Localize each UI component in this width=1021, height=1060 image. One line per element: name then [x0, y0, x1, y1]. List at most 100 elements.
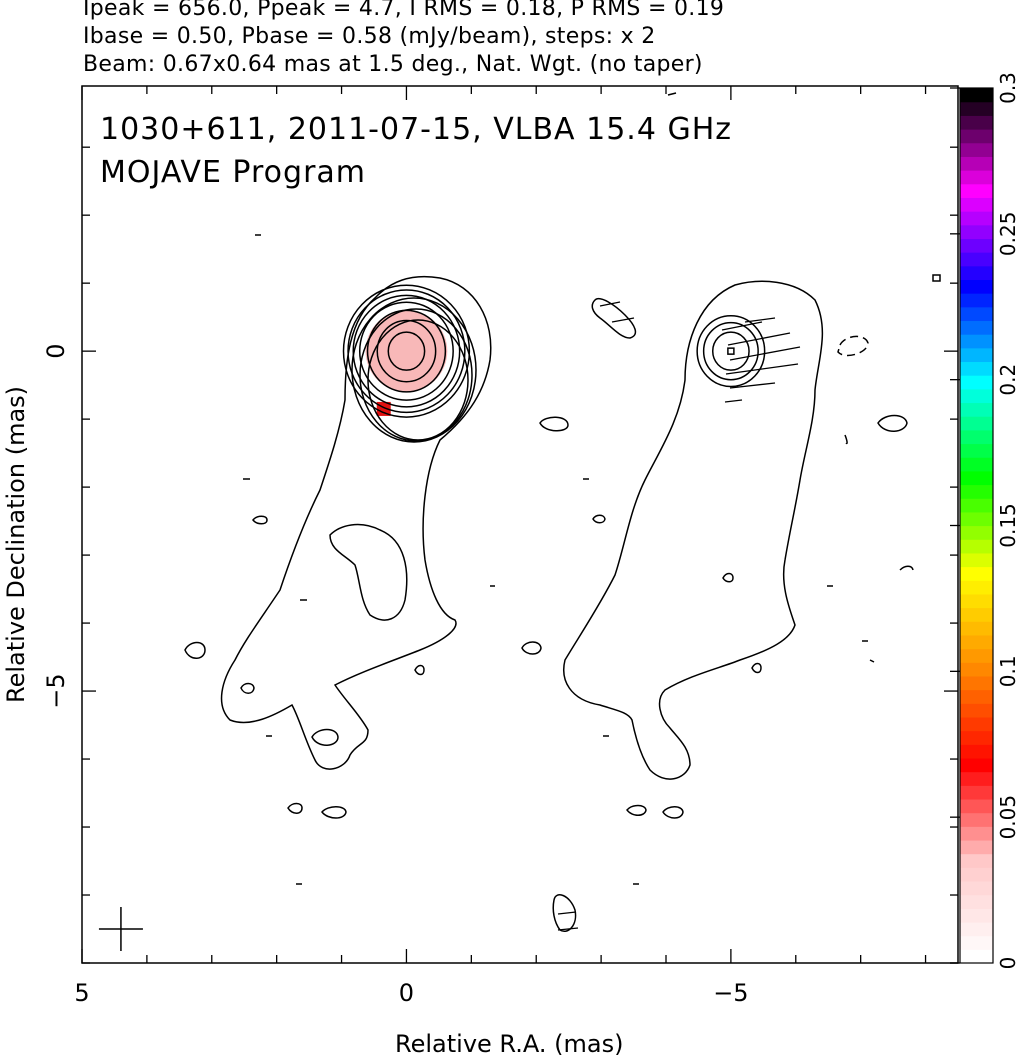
y-axis-label: Relative Declination (mas) [2, 385, 30, 703]
colorbar-segment [960, 785, 993, 800]
right-blob-12 [932, 274, 941, 282]
core-contour-ring [702, 321, 759, 381]
right-blob-18 [869, 659, 875, 663]
colorbar-segment [960, 347, 993, 363]
colorbar-segment [960, 580, 993, 595]
colorbar-segment [960, 634, 993, 650]
colorbar-segment [960, 279, 993, 294]
core-contour-ring [376, 319, 437, 383]
right-blob-3 [877, 414, 908, 432]
right-panel-contours [521, 92, 941, 932]
colorbar-segment [960, 101, 993, 116]
colorbar-segment [960, 566, 993, 581]
plot-frame [81, 85, 959, 964]
colorbar-segment [960, 894, 993, 909]
colorbar-segment [960, 334, 993, 349]
colorbar-segment [960, 812, 993, 827]
colorbar-tick-label: 0.3 [996, 72, 1020, 104]
jet-inner-contour [329, 523, 408, 621]
blob-left-5 [252, 515, 268, 525]
colorbar-segment [960, 252, 993, 267]
evpa-vector [729, 346, 801, 361]
colorbar-segment [960, 853, 993, 868]
colorbar-segment [960, 238, 993, 253]
evpa-vector [725, 363, 799, 375]
axis-ticks: 5 0 −5 0 −5 [42, 86, 958, 1007]
colorbar-segment [960, 539, 993, 554]
colorbar-segment [960, 498, 993, 513]
colorbar-segment [960, 183, 993, 198]
colorbar-segment [960, 88, 993, 103]
colorbar-segment [960, 730, 993, 745]
polarization-core-fill [365, 310, 448, 393]
colorbar-segment [960, 293, 993, 308]
colorbar-segment [960, 703, 993, 718]
y-tick-label: −5 [42, 673, 70, 708]
blob-left-2 [311, 728, 339, 746]
blob-left-1 [184, 641, 206, 659]
colorbar-tick-label: 0.2 [996, 364, 1020, 396]
colorbar-segment [960, 484, 993, 499]
colorbar-segment [960, 880, 993, 896]
colorbar-segment [960, 470, 993, 486]
x-axis-label: Relative R.A. (mas) [395, 1030, 624, 1058]
x-tick-label: 5 [74, 979, 89, 1007]
right-blob-6 [722, 572, 734, 583]
right-blob-10 [552, 894, 577, 932]
colorbar-segment [960, 265, 993, 281]
core-contour-ring [358, 301, 454, 401]
colorbar-segment [960, 429, 993, 445]
colorbar-segment [960, 552, 993, 568]
colorbar-tick-label: 0.1 [996, 655, 1020, 687]
colorbar-segment [960, 211, 993, 226]
colorbar-segment [960, 129, 993, 144]
evpa-vector [557, 927, 579, 931]
evpa-vector [729, 382, 776, 389]
blob-left-6 [240, 682, 255, 694]
right-core-peak [727, 347, 735, 355]
colorbar-tick-label: 0.15 [996, 503, 1020, 548]
colorbar-segment [960, 621, 993, 636]
left-core-rings [342, 284, 471, 418]
evpa-vector [557, 911, 577, 915]
colorbar-segment [960, 935, 993, 950]
right-blob-20 [667, 92, 677, 96]
core-contour-ring [696, 315, 766, 388]
colorbar-segment [960, 511, 993, 527]
colorbar-segment [960, 826, 993, 841]
evpa-vector [744, 317, 776, 323]
y-tick-label: 0 [42, 343, 70, 358]
colorbar-segment [960, 156, 993, 171]
colorbar-segment [960, 716, 993, 732]
right-blob-2 [539, 416, 569, 432]
right-blob-9 [662, 806, 684, 819]
x-tick-label: −5 [713, 979, 748, 1007]
colorbar-segment [960, 908, 993, 923]
colorbar-segment [960, 224, 993, 239]
colorbar-segment [960, 115, 993, 130]
colorbar-tick-label: 0 [996, 957, 1020, 970]
evpa-vector [727, 332, 791, 346]
blob-left-3 [287, 802, 303, 814]
core-contour-ring [347, 289, 466, 414]
colorbar-segment [960, 320, 993, 335]
colorbar-segment [960, 170, 993, 185]
core-contour-ring [387, 331, 426, 371]
colorbar-segment [960, 306, 993, 322]
colorbar-segment [960, 197, 993, 212]
right-blob-5 [592, 514, 606, 524]
jet-contour-2 [359, 308, 473, 442]
right-jet-outer-contour [563, 280, 824, 780]
colorbar-segment [960, 593, 993, 609]
colorbar-segment [960, 648, 993, 663]
colorbar-segment [960, 839, 993, 855]
colorbar-segment [960, 662, 993, 677]
x-tick-label: 0 [399, 979, 414, 1007]
evpa-vector [724, 399, 743, 403]
core-contour-ring [352, 294, 461, 408]
colorbar-segment [960, 416, 993, 431]
colorbar-segment [960, 525, 993, 540]
evpa-vector [611, 317, 635, 323]
plot-subtitle: MOJAVE Program [100, 155, 367, 190]
